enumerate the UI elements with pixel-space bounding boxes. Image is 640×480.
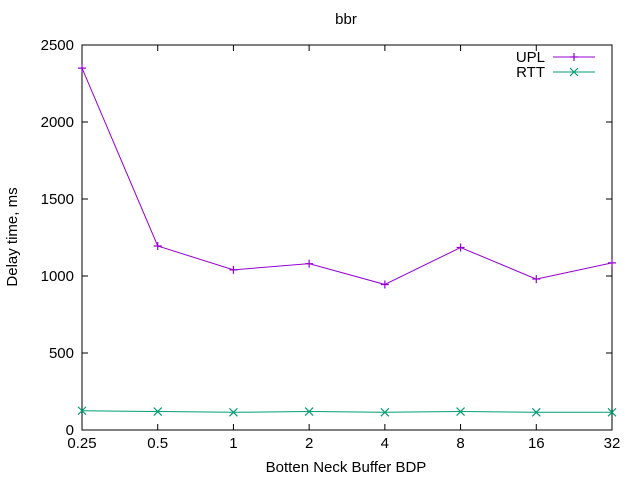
series-line-rtt bbox=[81, 410, 612, 413]
series-layer bbox=[77, 64, 617, 417]
chart-title: bbr bbox=[335, 11, 357, 28]
series-upl bbox=[78, 64, 616, 289]
y-tick-label: 2000 bbox=[41, 114, 74, 131]
x-tick-label: 8 bbox=[456, 435, 464, 452]
y-tick-label: 1000 bbox=[41, 268, 74, 285]
x-tick-label: 32 bbox=[604, 435, 621, 452]
x-tick-label: 4 bbox=[381, 435, 389, 452]
data-point-upl bbox=[608, 258, 616, 267]
data-point-upl bbox=[153, 241, 162, 250]
data-point-upl bbox=[456, 243, 465, 252]
data-point-rtt bbox=[229, 407, 238, 417]
x-tick-label: 2 bbox=[305, 435, 313, 452]
legend-marker bbox=[569, 67, 579, 77]
data-point-rtt bbox=[531, 407, 541, 417]
x-axis-label: Botten Neck Buffer BDP bbox=[266, 459, 427, 476]
data-point-upl bbox=[305, 259, 314, 268]
plot-frame bbox=[81, 44, 613, 431]
x-tick-label: 0.25 bbox=[67, 435, 96, 452]
data-point-rtt bbox=[153, 407, 163, 416]
y-axis-label: Delay time, ms bbox=[4, 187, 21, 286]
y-tick-label: 0 bbox=[66, 422, 74, 439]
data-point-upl bbox=[78, 64, 86, 73]
x-axis: 0.25 0.5 1 2 4 8 16 32 bbox=[67, 45, 620, 452]
data-point-rtt bbox=[380, 407, 390, 417]
legend-marker bbox=[570, 53, 578, 61]
data-point-upl bbox=[532, 275, 541, 284]
series-rtt bbox=[77, 406, 617, 417]
x-tick-label: 1 bbox=[229, 435, 237, 452]
x-tick-label: 16 bbox=[528, 435, 545, 452]
data-point-rtt bbox=[77, 406, 87, 416]
data-point-rtt bbox=[456, 407, 465, 416]
data-point-upl bbox=[229, 265, 238, 274]
y-tick-label: 500 bbox=[49, 345, 74, 362]
x-tick-label: 0.5 bbox=[147, 435, 168, 452]
y-tick-label: 2500 bbox=[41, 37, 74, 54]
legend-label: UPL bbox=[516, 49, 545, 66]
data-point-rtt bbox=[304, 407, 314, 416]
series-line-upl bbox=[81, 67, 613, 286]
data-point-upl bbox=[380, 280, 389, 289]
data-point-rtt bbox=[607, 407, 617, 417]
legend-label: RTT bbox=[516, 64, 545, 81]
y-tick-label: 1500 bbox=[41, 191, 74, 208]
y-axis: 0 500 1000 1500 2000 2500 bbox=[41, 37, 612, 439]
